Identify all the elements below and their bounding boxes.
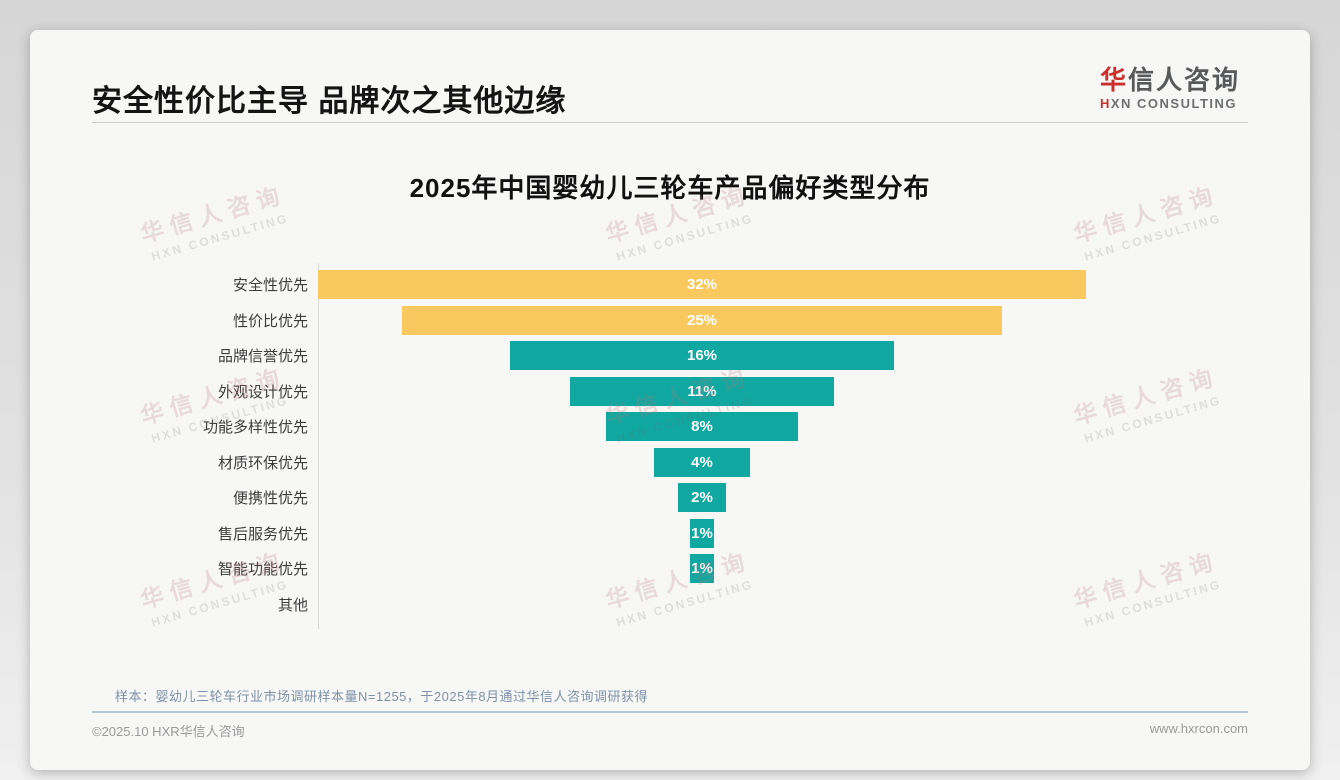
data-bar: 8% (606, 412, 798, 441)
chart-axis-line (318, 263, 319, 629)
data-bar: 16% (510, 341, 894, 370)
funnel-bar-chart: 安全性优先 32% 性价比优先 25% 品牌信誉优先 16% 外观设计优先 11% 功能多样性优… (92, 263, 1248, 629)
bar-value-label: 4% (691, 453, 713, 471)
category-label: 安全性优先 (232, 277, 308, 295)
page-footer: ©2025.10 HXR华信人咨询 www.hxrcon.com (92, 721, 1248, 740)
bar-value-label: 25% (686, 311, 718, 329)
data-bar: 4% (654, 447, 750, 477)
bar-value-label: 32% (686, 276, 718, 293)
bar-value-label: 11% (687, 382, 717, 400)
bar-area: 16% (318, 338, 1248, 374)
bar-area: 8% (318, 409, 1248, 445)
bar-value-label: 16% (686, 347, 718, 364)
category-label: 性价比优先 (232, 312, 308, 330)
page-title: 安全性价比主导 品牌次之其他边缘 (92, 85, 567, 118)
category-label: 外观设计优先 (217, 383, 308, 401)
data-bar: 1% (690, 554, 714, 583)
website-text: www.hxrcon.com (1149, 721, 1248, 736)
logo-en-rest: XN CONSULTING (1110, 95, 1238, 111)
category-label: 功能多样性优先 (202, 419, 308, 437)
watermark-en: HXN CONSULTING (149, 210, 291, 264)
bar-area: 2% (318, 480, 1248, 516)
logo-chinese-name: 华信人咨询 (1100, 66, 1240, 95)
bar-area: 32% (318, 267, 1248, 303)
bar-area: 4% (318, 445, 1248, 481)
category-label: 材质环保优先 (217, 454, 308, 472)
logo-cn-rest: 信人咨询 (1127, 65, 1240, 95)
sample-footnote: 样本：婴幼儿三轮车行业市场调研样本量N=1255，于2025年8月通过华信人咨询… (115, 689, 649, 704)
bar-area (318, 587, 1248, 623)
category-label: 品牌信誉优先 (217, 348, 308, 366)
chart-row: 其他 (92, 587, 1248, 623)
chart-row: 智能功能优先 1% (92, 551, 1248, 587)
bar-area: 1% (318, 551, 1248, 587)
chart-title: 2025年中国婴幼儿三轮车产品偏好类型分布 (409, 173, 931, 203)
copyright-text: ©2025.10 HXR华信人咨询 (92, 724, 245, 739)
bar-area: 1% (318, 516, 1248, 552)
chart-row: 外观设计优先 11% (92, 374, 1248, 410)
chart-row: 安全性优先 32% (92, 267, 1248, 303)
bar-area: 11% (318, 374, 1248, 410)
chart-row: 售后服务优先 1% (92, 516, 1248, 552)
chart-row: 性价比优先 25% (92, 303, 1248, 339)
bar-value-label: 1% (691, 560, 713, 577)
bar-value-label: 8% (691, 418, 713, 435)
data-bar: 1% (690, 518, 714, 548)
category-label: 售后服务优先 (217, 525, 308, 543)
data-bar: 32% (318, 270, 1086, 299)
data-bar: 25% (402, 305, 1002, 335)
bar-value-label: 2% (691, 489, 713, 506)
category-label: 便携性优先 (232, 490, 308, 508)
chart-row: 材质环保优先 4% (92, 445, 1248, 481)
logo-english-name: HXN CONSULTING (1099, 95, 1240, 111)
chart-row: 便携性优先 2% (92, 480, 1248, 516)
report-slide: 安全性价比主导 品牌次之其他边缘 华信人咨询 HXN CONSULTING 20… (30, 30, 1310, 770)
category-label: 其他 (277, 596, 308, 614)
chart-row: 功能多样性优先 8% (92, 409, 1248, 445)
watermark-en: HXN CONSULTING (614, 210, 756, 264)
footer-divider (92, 711, 1248, 713)
chart-row: 品牌信誉优先 16% (92, 338, 1248, 374)
bar-value-label: 1% (691, 524, 713, 542)
category-label: 智能功能优先 (217, 561, 308, 579)
bar-area: 25% (318, 303, 1248, 339)
header-divider (92, 122, 1248, 123)
data-bar: 2% (678, 483, 726, 512)
logo-en-accent: H (1099, 95, 1111, 111)
logo-cn-accent: 华 (1099, 65, 1128, 95)
watermark-en: HXN CONSULTING (1082, 210, 1224, 264)
company-logo: 华信人咨询 HXN CONSULTING (1100, 66, 1240, 111)
data-bar: 11% (570, 376, 834, 406)
